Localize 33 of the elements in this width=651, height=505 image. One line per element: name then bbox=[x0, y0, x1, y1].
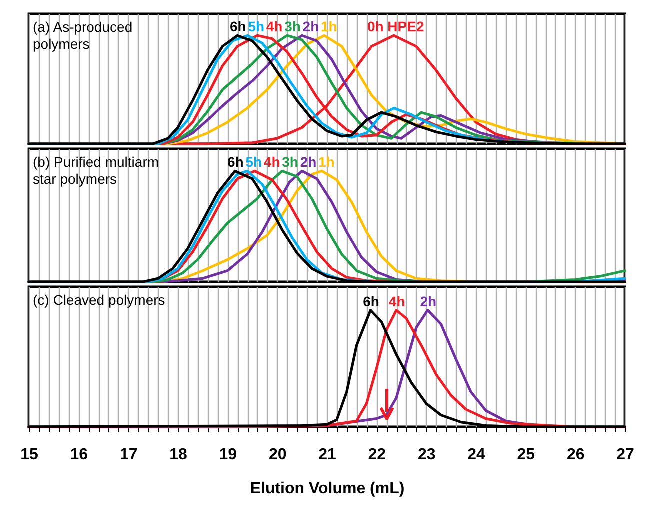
x-tick-label: 26 bbox=[566, 446, 585, 464]
series-label: 2h bbox=[300, 154, 317, 170]
series-label: 3h bbox=[282, 154, 298, 170]
series-label: 6h bbox=[230, 18, 246, 35]
series-label: 2h bbox=[420, 293, 437, 310]
chart-title: (c) Cleaved polymers bbox=[33, 292, 166, 308]
series-label: 5h bbox=[246, 154, 262, 170]
series-label: 3h bbox=[284, 18, 301, 35]
series-label: 6h bbox=[363, 293, 380, 310]
series-label: 2h bbox=[302, 18, 320, 35]
x-tick-label: 22 bbox=[368, 446, 386, 464]
series-label: 5h bbox=[248, 18, 265, 35]
x-tick-label: 20 bbox=[268, 446, 287, 464]
series-label: 4h bbox=[388, 293, 406, 310]
x-tick-label: 16 bbox=[70, 446, 88, 464]
x-tick-label: 15 bbox=[20, 446, 38, 464]
series-label: 6h bbox=[228, 154, 244, 170]
x-tick-label: 17 bbox=[120, 446, 138, 464]
chart-title: (b) Purified multiarm star polymers bbox=[33, 154, 160, 187]
series-label: 4h bbox=[264, 154, 280, 170]
chart-title: (a) As-produced polymers bbox=[33, 19, 133, 52]
x-tick-label: 27 bbox=[616, 446, 634, 464]
x-axis-title: Elution Volume (mL) bbox=[250, 480, 405, 498]
x-tick-label: 25 bbox=[517, 446, 536, 464]
x-tick-label: 24 bbox=[468, 446, 486, 464]
series-label: 1h bbox=[321, 18, 338, 35]
x-tick-label: 18 bbox=[170, 446, 188, 464]
series-label: 1h bbox=[318, 154, 335, 170]
x-tick-label: 21 bbox=[318, 446, 336, 464]
series-label: 0h HPE2 bbox=[367, 18, 424, 35]
x-tick-label: 23 bbox=[418, 446, 436, 464]
x-tick-label: 19 bbox=[219, 446, 238, 464]
series-label: 4h bbox=[266, 18, 283, 35]
